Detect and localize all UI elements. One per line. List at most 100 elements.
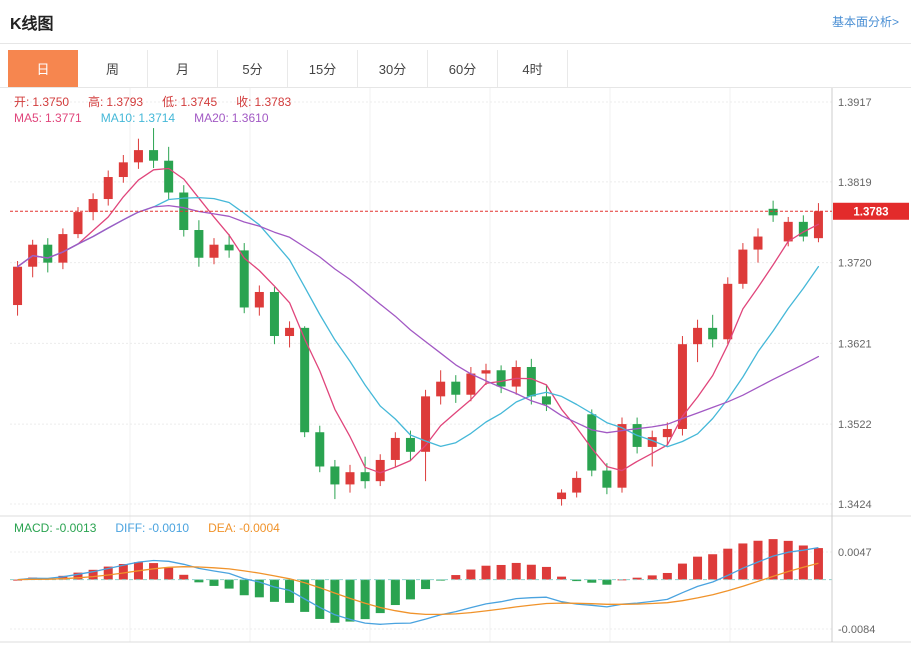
macd-histogram-bar — [481, 565, 491, 580]
main-axis-label: 1.3819 — [838, 177, 872, 189]
candle-body — [103, 177, 113, 200]
candle-body — [330, 466, 340, 485]
candle-body — [73, 212, 83, 235]
macd-histogram-bar — [526, 564, 536, 580]
candle-body — [390, 437, 400, 460]
macd-histogram-bar — [254, 579, 264, 598]
macd-histogram-bar — [330, 579, 340, 623]
candle-body — [194, 230, 204, 258]
macd-histogram-bar — [632, 577, 642, 580]
macd-histogram-bar — [798, 545, 808, 580]
macd-legend: MACD: -0.0013 DIFF: -0.0010 DEA: -0.0004 — [14, 521, 283, 535]
macd-histogram-bar — [587, 579, 597, 583]
candle-body — [587, 414, 597, 471]
macd-histogram-bar — [405, 579, 415, 600]
macd-histogram-bar — [662, 572, 672, 580]
macd-histogram-bar — [209, 579, 219, 586]
macd-histogram-bar — [647, 575, 657, 580]
macd-histogram-bar — [693, 556, 703, 580]
diff-line — [17, 546, 819, 625]
macd-histogram-bar — [421, 579, 431, 590]
candle-body — [421, 396, 431, 452]
last-price-tag-text: 1.3783 — [853, 206, 888, 218]
candle-body — [269, 291, 279, 337]
macd-histogram-bar — [541, 566, 551, 580]
candle-body — [496, 370, 506, 387]
candle-body — [693, 327, 703, 345]
macd-histogram-bar — [58, 575, 68, 580]
candle-body — [783, 221, 793, 242]
ma10-value: MA10: 1.3714 — [100, 111, 176, 125]
macd-histogram-bar — [496, 564, 506, 580]
candle-body — [723, 283, 733, 340]
kline-chart-canvas[interactable]: 1.3917 1.3819 1.3720 1.3621 1.3522 1.3424 0.00… — [0, 88, 911, 650]
macd-histogram-bar — [375, 579, 385, 614]
macd-histogram-bar — [738, 543, 748, 580]
macd-histogram-bar — [677, 563, 687, 580]
macd-histogram-bar — [768, 539, 778, 580]
ohlc-high: 高: 1.3793 — [88, 95, 144, 109]
chart-area: 1.3917 1.3819 1.3720 1.3621 1.3522 1.3424 0.00… — [0, 88, 911, 650]
fundamental-analysis-link[interactable]: 基本面分析> — [831, 15, 899, 29]
tab-15min[interactable]: 15分 — [288, 50, 358, 87]
tab-day[interactable]: 日 — [8, 50, 78, 87]
ohlc-close: 收: 1.3783 — [236, 95, 292, 109]
macd-histogram-bar — [753, 540, 763, 580]
macd-histogram-bar — [557, 576, 567, 580]
interval-tabbar: 日 周 月 5分 15分 30分 60分 4时 — [0, 44, 911, 88]
candle-body — [209, 244, 219, 258]
ohlc-open: 开: 1.3750 — [14, 95, 70, 109]
candle-body — [738, 249, 748, 284]
last-price-tag — [833, 202, 909, 220]
tab-30min[interactable]: 30分 — [358, 50, 428, 87]
ohlc-low: 低: 1.3745 — [162, 95, 218, 109]
candle-body — [466, 373, 476, 395]
candle-body — [239, 250, 249, 308]
macd-histogram-bar — [118, 563, 128, 580]
macd-value: MACD: -0.0013 — [14, 521, 97, 535]
macd-histogram-bar — [315, 579, 325, 619]
candle-body — [149, 150, 159, 161]
macd-histogram-bar — [194, 579, 204, 583]
main-axis-label: 1.3917 — [838, 97, 872, 109]
macd-histogram-bar — [511, 562, 521, 580]
tab-60min[interactable]: 60分 — [428, 50, 498, 87]
candle-body — [768, 208, 778, 216]
macd-histogram-bar — [572, 579, 582, 582]
macd-histogram-bar — [300, 579, 310, 612]
ma-legend: MA5: 1.3771 MA10: 1.3714 MA20: 1.3610 — [14, 111, 272, 125]
main-axis-label: 1.3522 — [838, 419, 872, 431]
diff-value: DIFF: -0.0010 — [115, 521, 190, 535]
candle-body — [511, 367, 521, 387]
candle-body — [617, 424, 627, 488]
ma5-value: MA5: 1.3771 — [14, 111, 82, 125]
candle-body — [133, 150, 143, 163]
tab-5min[interactable]: 5分 — [218, 50, 288, 87]
macd-histogram-bar — [360, 579, 370, 620]
macd-histogram-bar — [73, 572, 83, 580]
macd-histogram-bar — [269, 579, 279, 602]
ma20-line — [16, 204, 820, 434]
candle-body — [164, 160, 174, 193]
ma5-line — [16, 167, 820, 474]
candle-body — [753, 236, 763, 250]
tab-week[interactable]: 周 — [78, 50, 148, 87]
macd-histogram-bar — [466, 569, 476, 580]
tab-4hour[interactable]: 4时 — [498, 50, 568, 87]
macd-histogram-bar — [179, 574, 189, 580]
candle-body — [602, 470, 612, 488]
candle-body — [13, 266, 23, 306]
macd-histogram-bar — [708, 554, 718, 580]
page-header: K线图 基本面分析> — [0, 0, 911, 44]
candle-body — [300, 327, 310, 433]
candle-body — [647, 437, 657, 447]
candle-body — [254, 291, 264, 308]
candle-body — [315, 432, 325, 467]
macd-histogram-bar — [783, 540, 793, 580]
candle-body — [88, 199, 98, 213]
macd-axis-label: 0.0047 — [838, 547, 872, 559]
candle-body — [118, 162, 128, 178]
tab-month[interactable]: 月 — [148, 50, 218, 87]
macd-histogram-bar — [451, 575, 461, 580]
macd-histogram-bar — [149, 563, 159, 580]
